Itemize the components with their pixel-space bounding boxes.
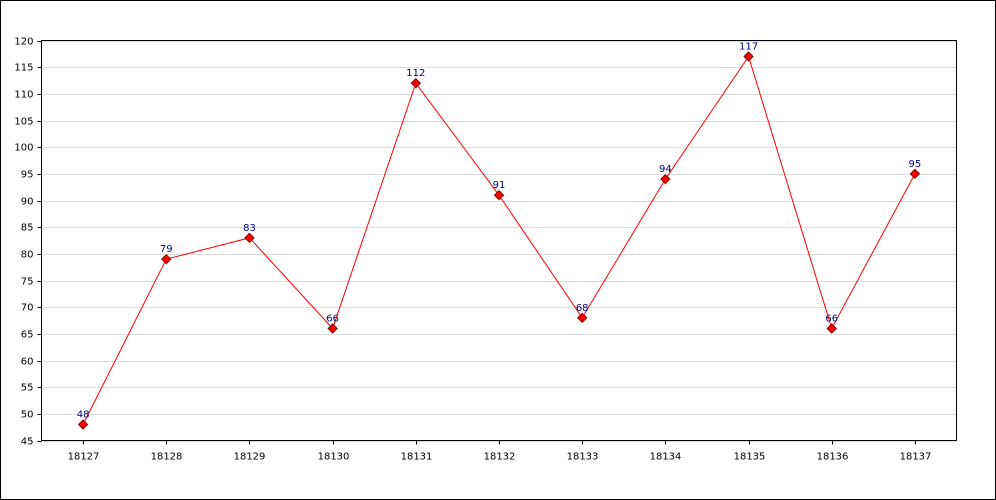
x-tick-label: 18136 <box>817 452 849 463</box>
point <box>743 51 754 62</box>
y-tick-label: 110 <box>14 90 33 101</box>
point <box>909 168 921 180</box>
value-label: 66 <box>326 314 339 325</box>
x-tick-label: 18133 <box>567 452 599 463</box>
x-tick-label: 18131 <box>401 452 433 463</box>
x-tick-label: 18134 <box>650 452 682 463</box>
y-tick-label: 45 <box>21 437 34 448</box>
x-tick-label: 18128 <box>151 452 183 463</box>
value-label: 66 <box>825 314 838 325</box>
point <box>660 173 671 185</box>
y-tick-label: 50 <box>21 410 34 421</box>
value-label: 48 <box>77 410 90 421</box>
x-tick-label: 18135 <box>734 452 766 463</box>
x-tick-label: 18127 <box>68 452 100 463</box>
point <box>576 312 588 324</box>
x-tick-label: 18129 <box>234 452 266 463</box>
y-tick-label: 90 <box>21 197 34 208</box>
x-tick-label: 18130 <box>318 452 350 463</box>
point <box>493 189 505 201</box>
point <box>826 323 837 334</box>
y-tick-label: 120 <box>14 37 33 48</box>
y-tick-label: 60 <box>21 357 34 368</box>
y-tick-label: 105 <box>14 117 33 128</box>
point <box>161 253 172 265</box>
y-tick-label: 85 <box>21 223 34 234</box>
value-label: 94 <box>659 164 672 175</box>
y-tick-label: 75 <box>21 277 34 288</box>
point <box>410 77 422 89</box>
value-label: 117 <box>739 42 758 53</box>
y-tick-label: 95 <box>21 170 34 181</box>
y-tick-label: 70 <box>21 303 34 314</box>
value-label: 68 <box>576 303 589 314</box>
x-tick-label: 18137 <box>900 452 932 463</box>
point <box>244 232 255 244</box>
value-label: 83 <box>243 223 256 234</box>
y-tick-label: 115 <box>14 63 33 74</box>
y-tick-label: 100 <box>14 143 33 154</box>
value-label: 95 <box>909 159 922 170</box>
value-label: 91 <box>493 180 506 191</box>
value-label: 112 <box>406 68 425 79</box>
point <box>327 323 338 334</box>
y-tick-label: 65 <box>21 330 34 341</box>
point <box>77 419 89 430</box>
y-tick-label: 80 <box>21 250 34 261</box>
value-label: 79 <box>160 244 173 255</box>
x-tick-label: 18132 <box>484 452 516 463</box>
y-tick-label: 55 <box>21 383 34 394</box>
